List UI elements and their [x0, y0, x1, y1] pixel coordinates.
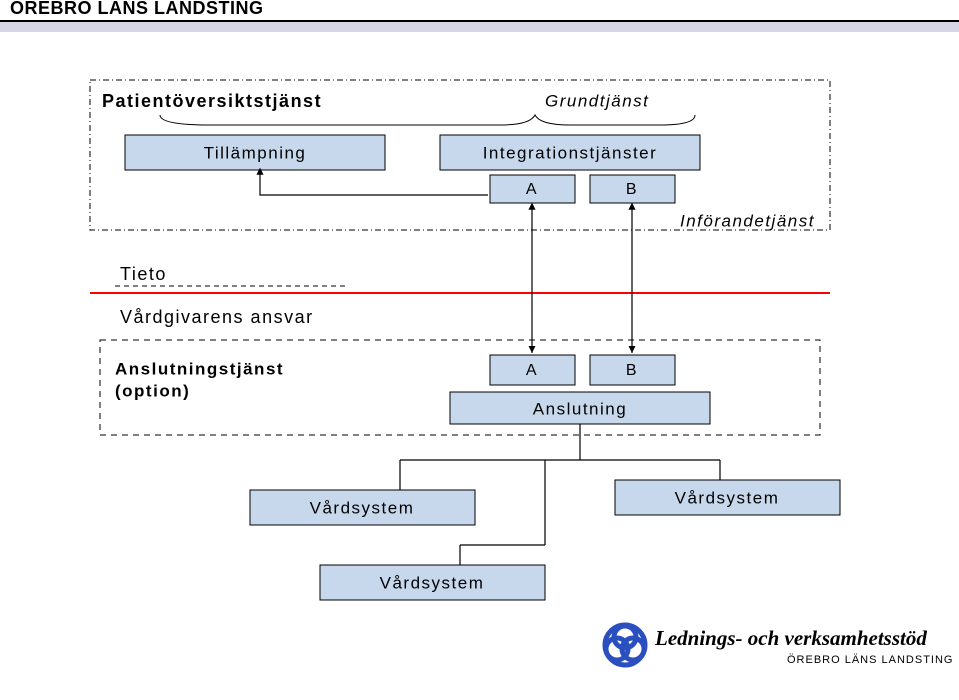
diagram-canvas: Patientöversiktstjänst Grundtjänst Tillä… — [0, 0, 959, 700]
vardsystem-label-1: Vårdsystem — [310, 498, 415, 517]
footer-line1: Lednings- och verksamhetsstöd — [654, 626, 927, 650]
mid-a-label: A — [526, 362, 538, 379]
footer-line2: ÖREBRO LÄNS LANDSTING — [787, 654, 953, 666]
brace-line — [160, 115, 695, 125]
integrationstjanster-label: Integrationstjänster — [483, 143, 658, 162]
mid-b-label: B — [626, 362, 638, 379]
patientoversikt-title: Patientöversiktstjänst — [102, 91, 322, 111]
vardsystem-label-2: Vårdsystem — [675, 488, 780, 507]
anslutning-label: Anslutning — [533, 399, 627, 418]
top-a-label: A — [526, 181, 538, 198]
anslutningstjanst-label-2: (option) — [115, 381, 190, 400]
anslutningstjanst-label-1: Anslutningstjänst — [115, 359, 284, 378]
vardsystem-label-3: Vårdsystem — [380, 573, 485, 592]
tieto-label: Tieto — [120, 264, 167, 284]
vardgivarens-label: Vårdgivarens ansvar — [120, 307, 314, 327]
connector-tillampning-a — [260, 170, 488, 195]
footer-logo: Lednings- och verksamhetsstöd ÖREBRO LÄN… — [605, 625, 953, 666]
inforandetjanst-label: Införandetjänst — [680, 211, 815, 230]
top-b-label: B — [626, 181, 638, 198]
tillampning-label: Tillämpning — [204, 143, 307, 162]
grundtjanst-label: Grundtjänst — [545, 91, 649, 110]
